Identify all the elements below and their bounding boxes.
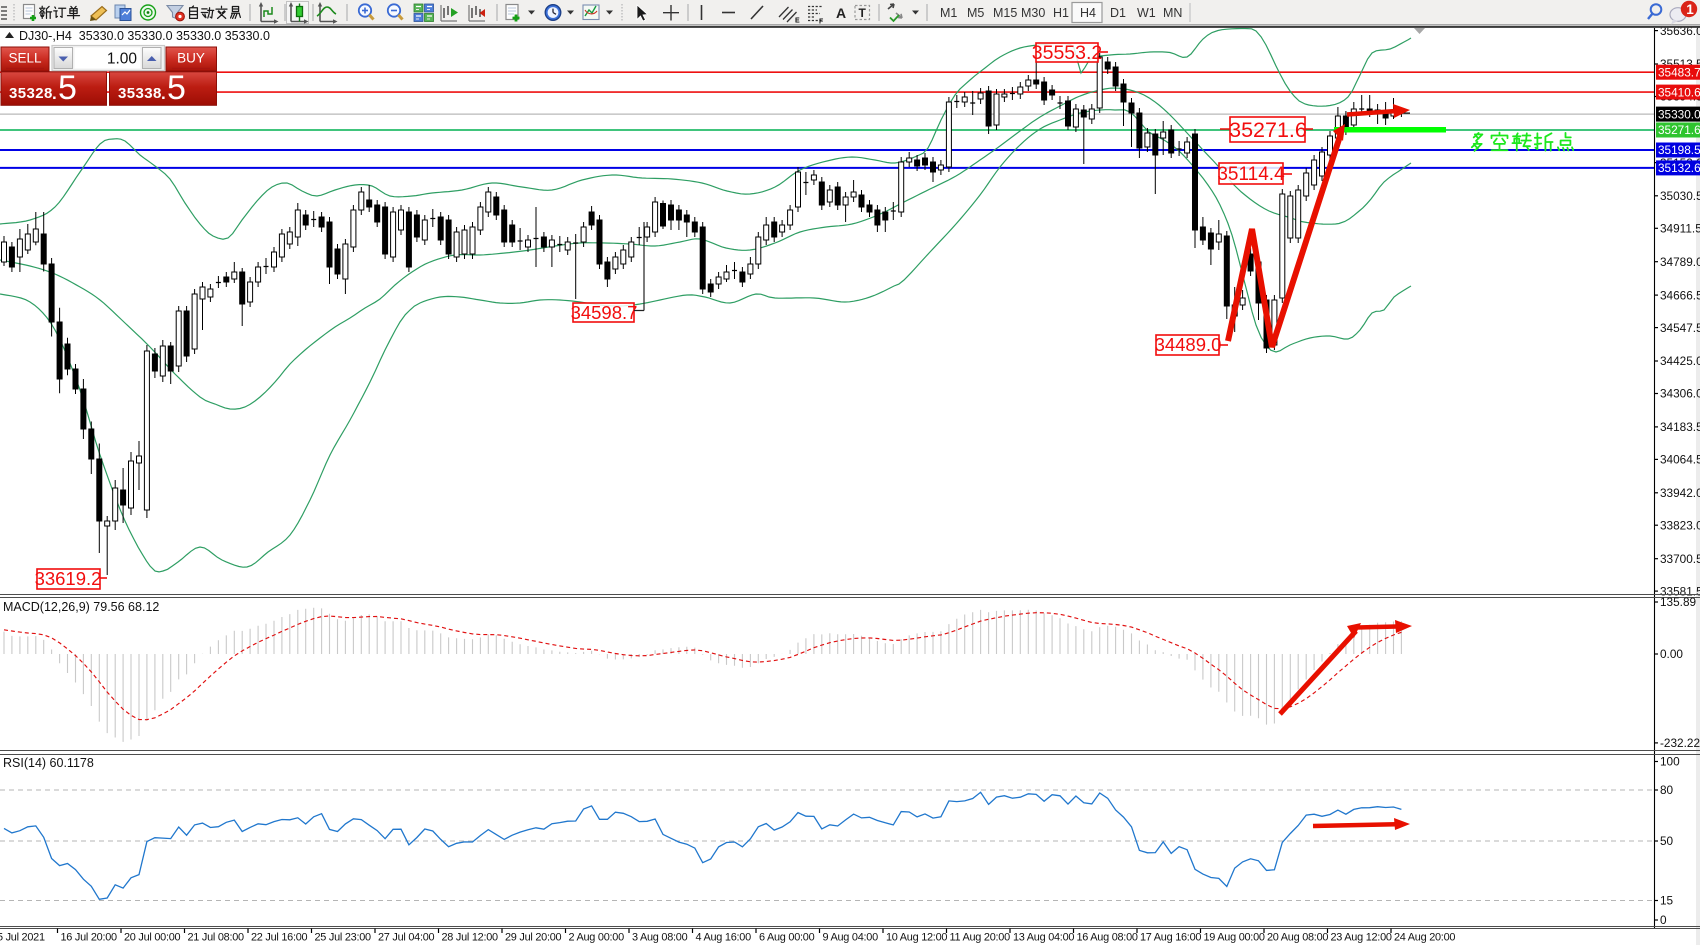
svg-text:50: 50: [1660, 834, 1674, 848]
svg-text:F: F: [819, 19, 824, 26]
svg-text:4 Aug 16:00: 4 Aug 16:00: [696, 932, 752, 944]
svg-text:34666.5: 34666.5: [1660, 288, 1700, 302]
svg-text:35328: 35328: [9, 85, 53, 102]
svg-text:35132.6: 35132.6: [1658, 161, 1700, 175]
svg-text:16 Aug 08:00: 16 Aug 08:00: [1077, 932, 1138, 944]
svg-text:H4: H4: [1080, 6, 1096, 20]
svg-text:5: 5: [58, 69, 77, 107]
svg-text:21 Jul 08:00: 21 Jul 08:00: [188, 932, 245, 944]
svg-text:33823.0: 33823.0: [1660, 518, 1700, 532]
svg-text:135.89: 135.89: [1660, 595, 1696, 609]
svg-text:35271.6: 35271.6: [1658, 123, 1700, 137]
svg-text:E: E: [795, 18, 800, 25]
svg-text:34306.0: 34306.0: [1660, 387, 1700, 401]
svg-text:11 Aug 20:00: 11 Aug 20:00: [950, 932, 1011, 944]
svg-text:33619.2: 33619.2: [35, 568, 102, 589]
svg-text:20 Jul 00:00: 20 Jul 00:00: [124, 932, 181, 944]
svg-text:.: .: [52, 84, 57, 103]
svg-text:28 Jul 12:00: 28 Jul 12:00: [442, 932, 499, 944]
svg-text:-232.22: -232.22: [1660, 736, 1700, 750]
svg-text:1.00: 1.00: [107, 51, 138, 68]
svg-text:M1: M1: [940, 6, 957, 20]
svg-text:D1: D1: [1110, 6, 1126, 20]
svg-text:34425.0: 34425.0: [1660, 354, 1700, 368]
svg-text:10 Aug 12:00: 10 Aug 12:00: [886, 932, 947, 944]
svg-text:0.00: 0.00: [1660, 647, 1683, 661]
svg-text:20 Aug 08:00: 20 Aug 08:00: [1267, 932, 1328, 944]
svg-text:34789.0: 34789.0: [1660, 255, 1700, 269]
svg-text:34183.5: 34183.5: [1660, 420, 1700, 434]
svg-text:34547.5: 34547.5: [1660, 321, 1700, 335]
svg-text:BUY: BUY: [177, 51, 205, 66]
svg-text:27 Jul 04:00: 27 Jul 04:00: [378, 932, 435, 944]
svg-text:M15: M15: [993, 6, 1017, 20]
svg-text:5: 5: [167, 69, 186, 107]
svg-text:35030.5: 35030.5: [1660, 189, 1700, 203]
svg-text:MN: MN: [1163, 6, 1182, 20]
svg-text:19 Aug 00:00: 19 Aug 00:00: [1204, 932, 1265, 944]
svg-text:0: 0: [1660, 913, 1667, 927]
svg-text:33942.0: 33942.0: [1660, 486, 1700, 500]
svg-text:9 Aug 04:00: 9 Aug 04:00: [823, 932, 879, 944]
svg-text:MACD(12,26,9) 79.56 68.12: MACD(12,26,9) 79.56 68.12: [3, 600, 159, 614]
svg-text:16 Jul 20:00: 16 Jul 20:00: [61, 932, 118, 944]
svg-text:80: 80: [1660, 783, 1674, 797]
svg-text:M5: M5: [967, 6, 984, 20]
svg-text:3 Aug 08:00: 3 Aug 08:00: [632, 932, 688, 944]
svg-text:T: T: [859, 6, 867, 20]
svg-text:24 Aug 20:00: 24 Aug 20:00: [1394, 932, 1455, 944]
svg-text:35271.6: 35271.6: [1229, 118, 1307, 142]
svg-text:1: 1: [1686, 2, 1694, 17]
svg-text:35410.6: 35410.6: [1658, 85, 1700, 99]
svg-text:13 Aug 04:00: 13 Aug 04:00: [1013, 932, 1074, 944]
svg-text:23 Aug 12:00: 23 Aug 12:00: [1331, 932, 1392, 944]
svg-text:34598.7: 34598.7: [571, 302, 638, 323]
svg-text:6 Aug 00:00: 6 Aug 00:00: [759, 932, 815, 944]
svg-text:35553.2: 35553.2: [1032, 42, 1103, 64]
svg-text:A: A: [836, 5, 846, 21]
svg-text:35330.0: 35330.0: [1658, 107, 1700, 121]
svg-text:DJ30-,H4 35330.0 35330.0 3533: DJ30-,H4 35330.0 35330.0 35330.0 35330.0: [19, 29, 270, 43]
svg-text:15: 15: [1660, 894, 1674, 908]
svg-text:25 Jul 23:00: 25 Jul 23:00: [315, 932, 372, 944]
svg-text:M30: M30: [1021, 6, 1045, 20]
svg-text:RSI(14) 60.1178: RSI(14) 60.1178: [3, 756, 94, 770]
svg-text:SELL: SELL: [8, 51, 42, 66]
svg-text:35114.4: 35114.4: [1217, 164, 1285, 185]
svg-text:34489.0: 34489.0: [1155, 334, 1222, 355]
svg-text:33700.5: 33700.5: [1660, 552, 1700, 566]
svg-text:29 Jul 20:00: 29 Jul 20:00: [505, 932, 562, 944]
svg-text:.: .: [161, 84, 166, 103]
svg-text:2 Aug 00:00: 2 Aug 00:00: [569, 932, 625, 944]
svg-text:17 Aug 16:00: 17 Aug 16:00: [1140, 932, 1201, 944]
svg-text:W1: W1: [1137, 6, 1156, 20]
svg-text:35198.5: 35198.5: [1658, 143, 1700, 157]
svg-text:34064.5: 34064.5: [1660, 453, 1700, 467]
svg-text:H1: H1: [1053, 6, 1069, 20]
svg-text:35338: 35338: [118, 85, 162, 102]
svg-text:22 Jul 16:00: 22 Jul 16:00: [251, 932, 308, 944]
svg-text:100: 100: [1660, 755, 1680, 769]
svg-text:35483.7: 35483.7: [1658, 65, 1700, 79]
svg-text:5 Jul 2021: 5 Jul 2021: [0, 932, 45, 944]
svg-text:34911.5: 34911.5: [1660, 222, 1700, 236]
